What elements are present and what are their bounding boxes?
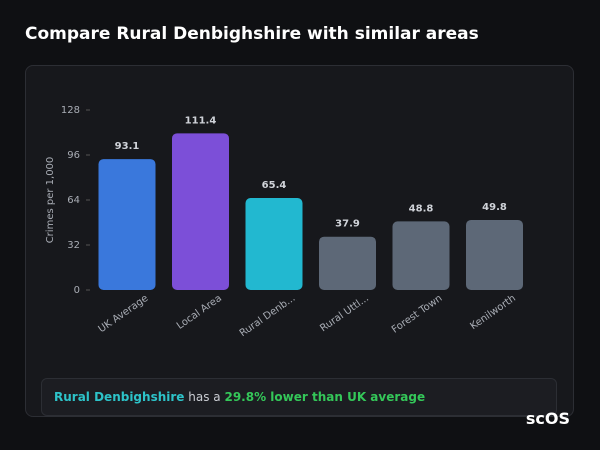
x-tick-label: Forest Town [390, 293, 445, 336]
summary-connector: has a [188, 390, 221, 404]
summary: Rural Denbighshire has a 29.8% lower tha… [41, 378, 557, 416]
bar [319, 236, 376, 290]
x-tick-label: Rural Denb... [238, 293, 298, 339]
value-label: 65.4 [262, 180, 287, 191]
y-tick-label: 96 [67, 150, 80, 161]
value-label: 111.4 [185, 115, 217, 126]
y-tick-label: 64 [67, 195, 80, 206]
x-tick-label: Local Area [175, 293, 224, 332]
bar [172, 133, 229, 290]
value-label: 37.9 [335, 219, 360, 230]
x-tick-label: Kenilworth [468, 293, 518, 332]
summary-comparison: 29.8% lower than UK average [224, 390, 426, 404]
bar [392, 221, 450, 290]
value-label: 49.8 [482, 202, 507, 213]
summary-area: Rural Denbighshire [54, 390, 185, 404]
value-label: 93.1 [115, 141, 140, 152]
x-tick-label: UK Average [97, 293, 151, 335]
y-axis-label: Crimes per 1,000 [45, 157, 56, 244]
bar [466, 219, 523, 290]
value-label: 48.8 [409, 203, 434, 214]
watermark: scOS [525, 409, 570, 428]
bar [98, 159, 156, 290]
bar [245, 198, 303, 290]
y-tick-label: 0 [74, 285, 80, 296]
y-tick-label: 128 [61, 105, 80, 116]
x-tick-label: Rural Uttl... [318, 293, 371, 334]
page-title: Compare Rural Denbighshire with similar … [25, 24, 479, 44]
y-tick-label: 32 [67, 240, 80, 251]
